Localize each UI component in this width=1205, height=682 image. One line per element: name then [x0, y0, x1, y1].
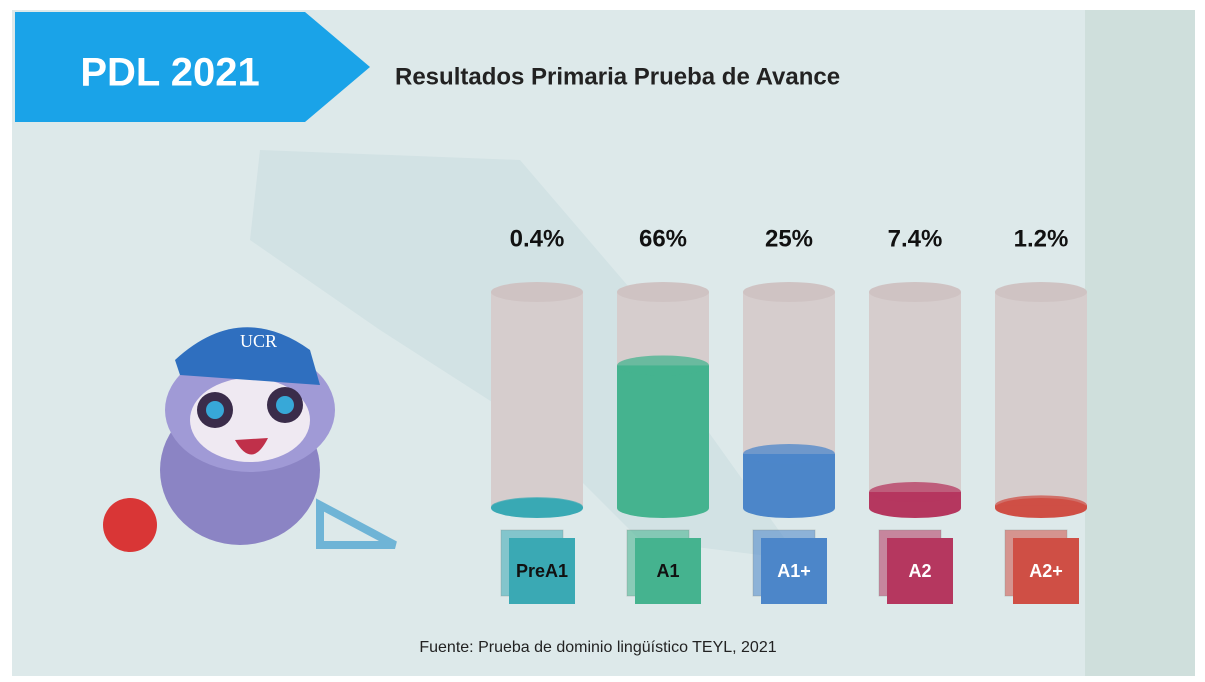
side-strip — [1085, 10, 1195, 676]
value-label: 25% — [765, 225, 813, 252]
value-label: 66% — [639, 225, 687, 252]
category-label: A1+ — [777, 561, 811, 581]
cylinder-top — [491, 282, 583, 302]
cylinder-top — [743, 282, 835, 302]
bar-top — [743, 444, 835, 464]
banner-text: PDL 2021 — [80, 51, 259, 95]
bar-top — [869, 482, 961, 503]
cylinder-top — [617, 282, 709, 302]
label-box — [887, 538, 953, 604]
category-label: A1 — [656, 561, 679, 581]
bar — [995, 495, 1087, 516]
bar — [743, 444, 835, 508]
value-label: 0.4% — [510, 225, 565, 252]
value-label: 1.2% — [1014, 225, 1069, 252]
cylinder-empty — [869, 292, 961, 508]
bar — [617, 355, 709, 508]
bar-top — [617, 355, 709, 376]
cylinder-empty — [995, 292, 1087, 508]
chart-title: Resultados Primaria Prueba de Avance — [395, 63, 840, 90]
mascot: UCR — [103, 327, 397, 552]
bar — [869, 482, 961, 508]
category-label: A2 — [908, 561, 931, 581]
banner — [15, 12, 370, 122]
value-label: 7.4% — [888, 225, 943, 252]
label-box — [761, 538, 827, 604]
label-box — [635, 538, 701, 604]
bar — [491, 497, 583, 518]
bar-body — [617, 365, 709, 508]
cylinder-empty — [491, 292, 583, 508]
cylinder-top — [869, 282, 961, 302]
label-box — [1013, 538, 1079, 604]
bar-top — [995, 495, 1087, 516]
label-box — [509, 538, 575, 604]
category-label: PreA1 — [516, 561, 568, 581]
svg-text:UCR: UCR — [240, 331, 277, 351]
source-note: Fuente: Prueba de dominio lingüístico TE… — [419, 639, 776, 656]
category-label: A2+ — [1029, 561, 1063, 581]
bar-top — [491, 497, 583, 518]
cylinder-top — [995, 282, 1087, 302]
